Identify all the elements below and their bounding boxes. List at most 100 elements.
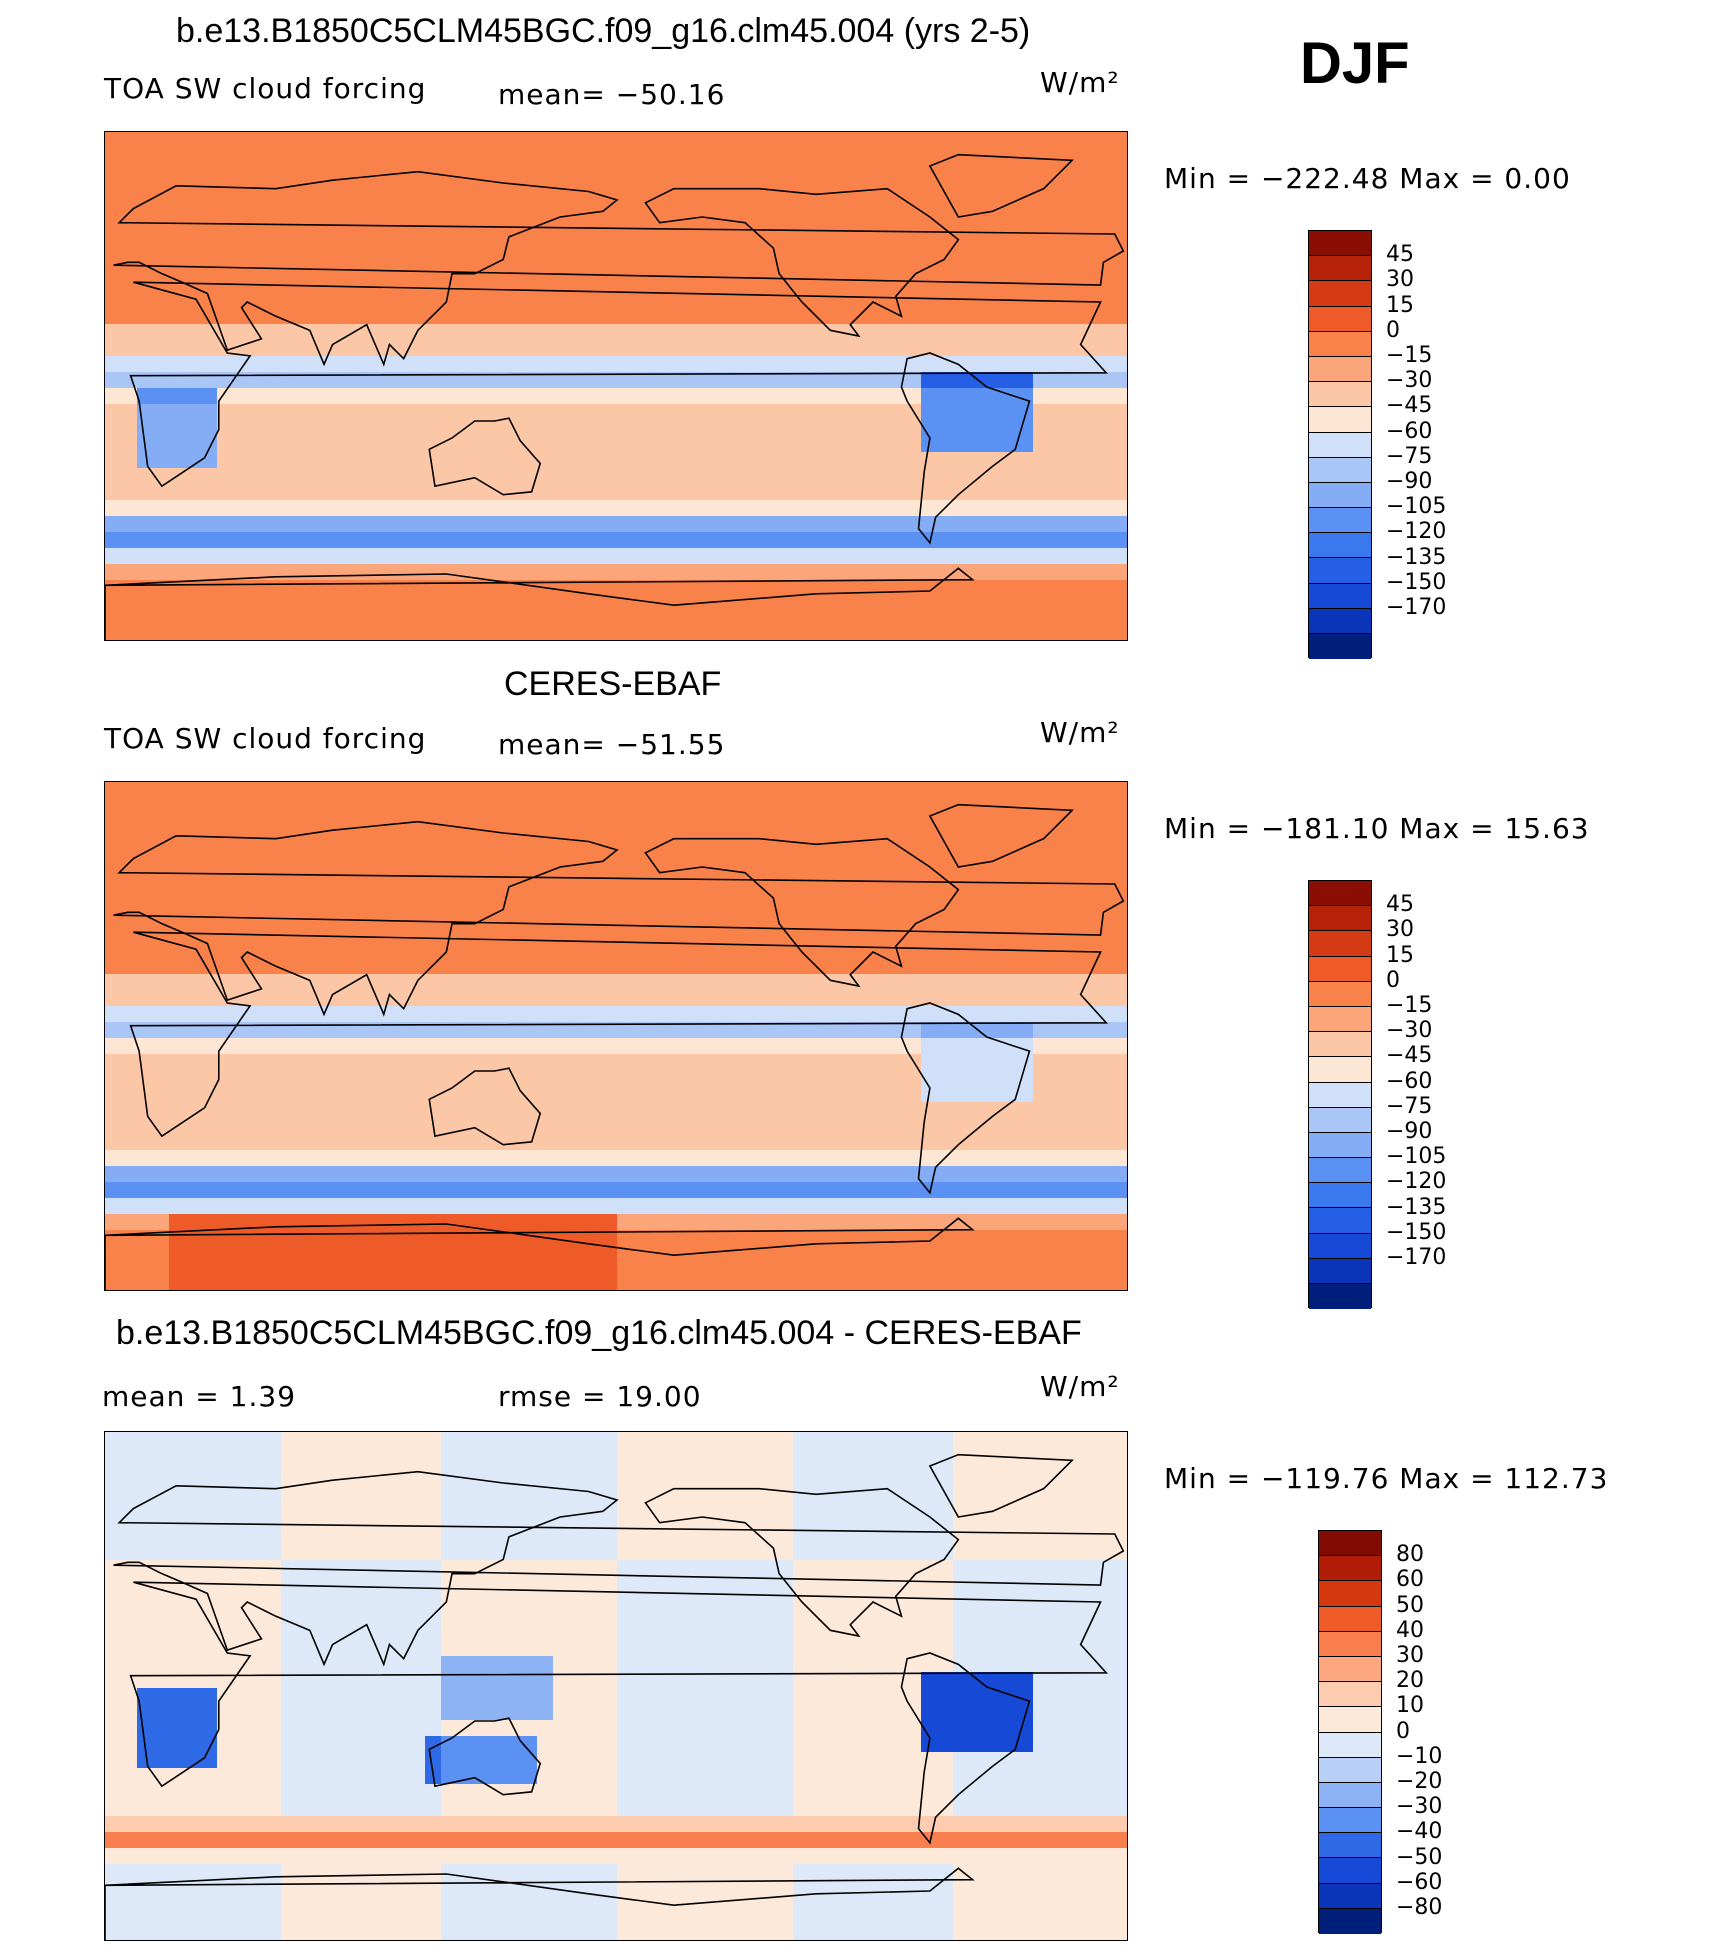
coastline	[928, 1453, 1074, 1518]
panel-minmax: Min = −181.10 Max = 15.63	[1164, 812, 1590, 845]
colorbar-tick-label: −150	[1386, 1219, 1447, 1245]
panel-units: W/m²	[1040, 1370, 1120, 1403]
panel-minmax: Min = −119.76 Max = 112.73	[1164, 1462, 1609, 1495]
colorbar-swatch	[1309, 508, 1371, 534]
colorbar-tick-label: −45	[1386, 393, 1433, 419]
coastline	[900, 352, 1031, 545]
coastline	[113, 820, 1125, 1017]
panel-mean: mean = 1.39	[102, 1380, 297, 1413]
colorbar-tick-label: −105	[1386, 494, 1447, 520]
colorbar-tick-label: −90	[1386, 469, 1433, 494]
colorbar-swatch	[1319, 1757, 1381, 1783]
colorbar-swatch	[1309, 1284, 1371, 1310]
panel-variable: TOA SW cloud forcing	[104, 72, 427, 105]
colorbar-tick-label: −40	[1396, 1819, 1443, 1845]
colorbar-tick-label: 30	[1386, 267, 1414, 293]
colorbar-tick-label: −135	[1386, 1194, 1447, 1220]
colorbar-swatch	[1309, 608, 1371, 634]
map-panel-obs	[104, 781, 1128, 1291]
colorbar-tick-label: −80	[1396, 1895, 1443, 1920]
colorbar-tick-label: −30	[1386, 368, 1433, 394]
colorbar-swatch	[1319, 1782, 1381, 1809]
colorbar-tick-label: −120	[1386, 519, 1447, 545]
colorbar-tick-label: −50	[1396, 1844, 1443, 1870]
colorbar-swatch	[1309, 306, 1371, 332]
colorbar-tick-label: 50	[1396, 1592, 1424, 1618]
colorbar-tick-label: 45	[1386, 242, 1414, 268]
colorbar-tick-label: 30	[1396, 1643, 1424, 1668]
panel-title: b.e13.B1850C5CLM45BGC.f09_g16.clm45.004 …	[176, 12, 1031, 50]
colorbar-tick-label: 45	[1386, 892, 1414, 918]
colorbar-swatch	[1309, 1107, 1371, 1133]
colorbar-swatch	[1309, 281, 1371, 307]
colorbar-tick-label: 30	[1386, 917, 1414, 943]
colorbar-tick-label: −15	[1386, 993, 1433, 1018]
colorbar-swatch	[1309, 956, 1371, 982]
colorbar-swatch	[1309, 1082, 1371, 1108]
coastline	[644, 1487, 960, 1638]
colorbar-swatch	[1309, 1233, 1371, 1259]
map-panel-model	[104, 131, 1128, 641]
colorbar-tick-label: −20	[1396, 1769, 1443, 1794]
colorbar-tick-label: −30	[1386, 1018, 1433, 1044]
colorbar-swatch	[1319, 1707, 1381, 1733]
coastline	[644, 187, 960, 338]
colorbar-swatches	[1308, 880, 1372, 1310]
colorbar-swatch	[1309, 931, 1371, 957]
colorbar-swatch	[1309, 1158, 1371, 1184]
coastline	[113, 170, 1125, 367]
map-field	[105, 782, 1127, 1290]
colorbar-swatch	[1309, 1183, 1371, 1209]
panel-variable: TOA SW cloud forcing	[104, 722, 427, 755]
coastline	[105, 567, 975, 640]
colorbar-swatch	[1319, 1631, 1381, 1657]
colorbar-swatch	[1319, 1581, 1381, 1607]
panel-mean: mean= −51.55	[498, 728, 726, 761]
coastline	[428, 1717, 542, 1796]
colorbar-tick-label: −75	[1386, 1093, 1433, 1119]
colorbar-swatch	[1309, 558, 1371, 584]
map-field	[105, 1432, 1127, 1940]
colorbar-tick-label: 10	[1396, 1693, 1424, 1719]
colorbar-swatch	[1309, 1208, 1371, 1234]
colorbar-swatch	[1319, 1656, 1381, 1683]
colorbar-swatch	[1309, 231, 1371, 257]
colorbar-swatch	[1309, 634, 1371, 660]
coastline	[129, 1581, 1109, 1788]
colorbar-tick-label: 0	[1396, 1718, 1410, 1744]
colorbar-swatches	[1308, 230, 1372, 660]
coastline	[129, 931, 1109, 1138]
colorbar-tick-label: −45	[1386, 1043, 1433, 1069]
colorbar-swatch	[1319, 1833, 1381, 1859]
colorbar-swatch	[1309, 432, 1371, 458]
colorbar-tick-label: 60	[1396, 1567, 1424, 1593]
colorbar-tick-label: 0	[1386, 317, 1400, 343]
colorbar-tick-label: 0	[1386, 967, 1400, 993]
colorbar-tick-label: −170	[1386, 595, 1447, 620]
coastline	[900, 1652, 1031, 1845]
colorbar-swatch	[1309, 256, 1371, 282]
colorbar-swatch	[1319, 1556, 1381, 1582]
coastline	[428, 1067, 542, 1146]
coastline	[105, 1217, 975, 1290]
colorbar-swatch	[1309, 1258, 1371, 1284]
colorbar-swatch	[1309, 583, 1371, 609]
colorbar-swatch	[1309, 533, 1371, 559]
coastline	[900, 1002, 1031, 1195]
colorbar-tick-label: −105	[1386, 1144, 1447, 1170]
colorbar-swatch	[1309, 881, 1371, 907]
colorbar-tick-label: 40	[1396, 1617, 1424, 1643]
colorbar-tick-label: −60	[1386, 1068, 1433, 1094]
colorbar-swatch	[1319, 1808, 1381, 1834]
colorbar-swatch	[1309, 1132, 1371, 1159]
colorbar-tick-label: 20	[1396, 1668, 1424, 1694]
colorbar-swatch	[1319, 1606, 1381, 1632]
coastline	[428, 417, 542, 496]
colorbar-tick-label: −135	[1386, 544, 1447, 570]
colorbar-swatch	[1309, 331, 1371, 357]
colorbar-swatch	[1309, 382, 1371, 408]
colorbar-tick-label: 15	[1386, 292, 1414, 318]
colorbar-swatch	[1319, 1858, 1381, 1884]
coastline	[105, 1867, 975, 1940]
panel-mean: mean= −50.16	[498, 78, 726, 111]
